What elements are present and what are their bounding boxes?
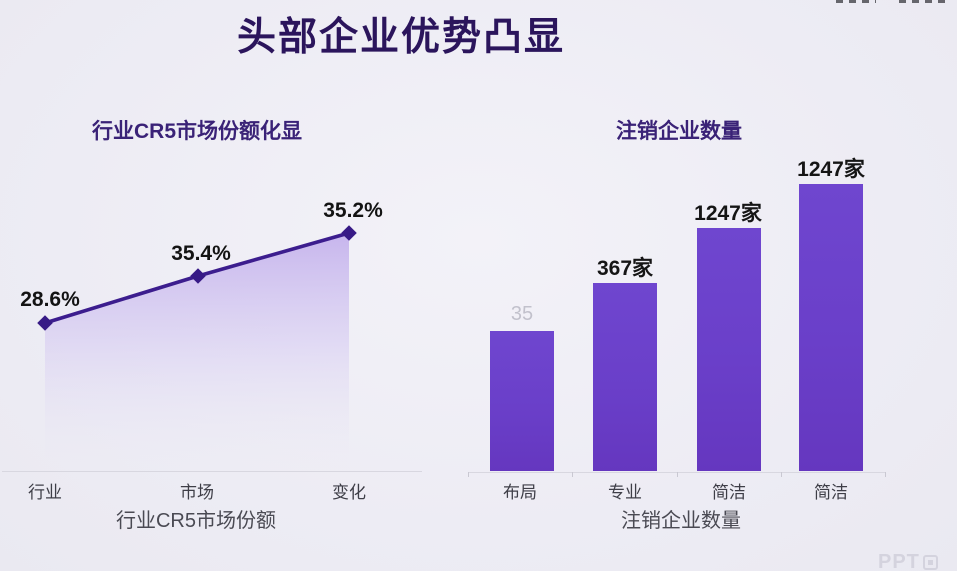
x-axis-line <box>2 471 422 472</box>
cr5-area-chart <box>37 225 357 471</box>
bar-value-label: 35 <box>510 303 534 325</box>
right-chart-title: 注销企业数量 <box>616 120 742 143</box>
bar <box>697 228 761 471</box>
clipped-text-fragment <box>899 0 947 3</box>
bar <box>593 283 657 471</box>
x-tick-label: 专业 <box>608 483 642 502</box>
left-chart-title: 行业CR5市场份额化显 <box>92 120 303 143</box>
x-axis-title: 注销企业数量 <box>621 510 741 532</box>
x-tick-label: 简洁 <box>814 483 848 502</box>
bar <box>490 331 554 471</box>
area-fill <box>45 233 349 471</box>
clipped-text-fragment <box>836 0 876 3</box>
data-label: 28.6% <box>20 288 80 311</box>
x-tick-label: 简洁 <box>712 483 746 502</box>
x-axis-title: 行业CR5市场份额 <box>115 510 277 532</box>
x-tick-label: 市场 <box>180 483 214 502</box>
x-axis-tick <box>468 472 469 477</box>
x-tick-label: 布局 <box>503 483 537 502</box>
x-axis-tick <box>677 472 678 477</box>
watermark: PPT <box>878 551 938 571</box>
x-axis-tick <box>572 472 573 477</box>
x-tick-label: 行业 <box>28 483 62 502</box>
bar <box>799 184 863 471</box>
x-tick-label: 变化 <box>332 483 366 502</box>
data-label: 35.2% <box>323 199 383 222</box>
x-axis-tick <box>781 472 782 477</box>
data-label: 35.4% <box>171 242 231 265</box>
page-title: 头部企业优势凸显 <box>237 16 566 59</box>
bar-value-label: 1247家 <box>694 202 762 225</box>
bar-value-label: 367家 <box>596 257 654 280</box>
bar-value-label: 1247家 <box>797 158 865 181</box>
watermark-text: PPT <box>878 551 920 571</box>
x-axis-tick <box>885 472 886 477</box>
ppt-logo-icon <box>922 555 938 570</box>
